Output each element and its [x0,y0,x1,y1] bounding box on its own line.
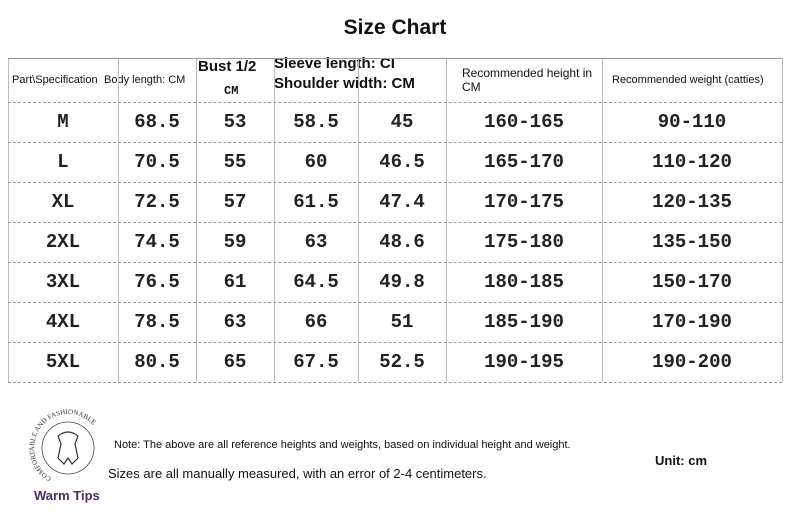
table-cell: 67.5 [293,351,339,373]
table-cell: 63 [304,231,328,253]
column-line [118,58,119,382]
table-cell: 170-190 [652,311,732,333]
table-cell: 165-170 [484,151,564,173]
header-cell: CM [224,84,239,98]
table-cell: M [57,111,69,133]
table-cell: 65 [223,351,247,373]
table-cell: 70.5 [134,151,180,173]
header-cell: Bust 1/2 [198,58,257,75]
table-cell: 61 [223,271,247,293]
header-cell: Sleeve length: CI [274,55,395,72]
table-cell: 185-190 [484,311,564,333]
table-cell: 68.5 [134,111,180,133]
title: Size Chart [343,16,447,39]
table-cell: 5XL [45,351,81,373]
header-cell: Part\Specification [12,74,98,86]
note: Note: The above are all reference height… [114,439,571,451]
table-cell: 72.5 [134,191,180,213]
column-line [602,58,603,382]
row-line [8,142,782,143]
table-cell: 55 [223,151,247,173]
table-cell: 74.5 [134,231,180,253]
logo-ring [41,421,95,475]
table-cell: 190-195 [484,351,564,373]
table-cell: 180-185 [484,271,564,293]
table-cell: 78.5 [134,311,180,333]
logo-text: COMFORTABLE AND FASHIONABLE [28,408,97,483]
table-cell: 90-110 [657,111,727,133]
table-cell: 4XL [45,311,81,333]
column-line [358,58,359,382]
table-cell: 2XL [45,231,81,253]
row-line [8,182,782,183]
table-cell: 170-175 [484,191,564,213]
table-cell: 47.4 [379,191,425,213]
table-cell: 48.6 [379,231,425,253]
row-line [8,302,782,303]
measure-note: Sizes are all manually measured, with an… [108,466,487,481]
row-line [8,58,782,59]
table-cell: XL [51,191,75,213]
table-cell: 46.5 [379,151,425,173]
table-cell: 110-120 [652,151,732,173]
table-cell: 64.5 [293,271,339,293]
table-cell: 150-170 [652,271,732,293]
header-cell: Body length: CM [104,74,186,86]
unit: Unit: cm [655,453,707,468]
table-cell: 57 [223,191,247,213]
logo-scarf [57,431,79,465]
column-line [274,58,275,382]
table-cell: 49.8 [379,271,425,293]
column-line [196,58,197,382]
table-cell: 45 [390,111,414,133]
table-cell: 60 [304,151,328,173]
column-line [782,58,783,382]
header-cell: Recommended height in CM [462,66,593,94]
table-cell: 160-165 [484,111,564,133]
column-line [8,58,9,382]
logo-text-path: COMFORTABLE AND FASHIONABLE [28,408,97,483]
logo: COMFORTABLE AND FASHIONABLE [28,408,97,483]
table-cell: 175-180 [484,231,564,253]
column-line [446,58,447,382]
table-cell: 80.5 [134,351,180,373]
row-line [8,382,782,383]
table-cell: 58.5 [293,111,339,133]
table-cell: 66 [304,311,328,333]
row-line [8,342,782,343]
table-cell: 51 [390,311,414,333]
row-line [8,262,782,263]
table-cell: 63 [223,311,247,333]
table-cell: 53 [223,111,247,133]
table-cell: 61.5 [293,191,339,213]
table-cell: 3XL [45,271,81,293]
row-line [8,102,782,103]
table-cell: 120-135 [652,191,732,213]
header-cell: Shoulder width: CM [274,75,415,92]
table-cell: 190-200 [652,351,732,373]
warm-tips: Warm Tips [34,488,100,503]
table-cell: L [57,151,69,173]
table-cell: 135-150 [652,231,732,253]
table-cell: 52.5 [379,351,425,373]
table-cell: 59 [223,231,247,253]
table-cell: 76.5 [134,271,180,293]
header-cell: Recommended weight (catties) [612,74,764,86]
row-line [8,222,782,223]
